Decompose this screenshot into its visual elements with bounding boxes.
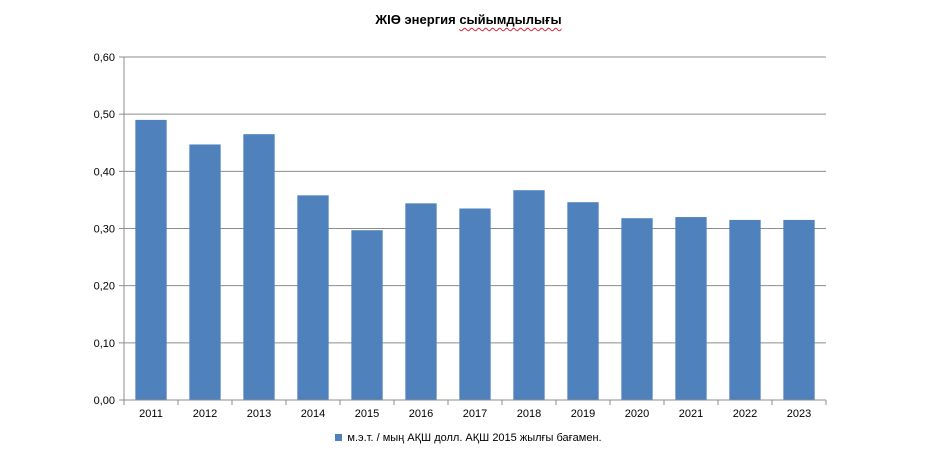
chart-title-spellcheck-word: сыйымдылығы — [459, 12, 562, 27]
y-tick-label: 0,10 — [94, 338, 115, 350]
y-axis: 0,00 0,10 0,20 0,30 0,40 0,50 0,60 — [94, 52, 125, 407]
bar — [405, 203, 437, 400]
x-tick-label: 2013 — [247, 408, 271, 420]
bar — [135, 119, 167, 400]
x-tick-label: 2011 — [139, 408, 163, 420]
x-tick-label: 2022 — [733, 408, 757, 420]
y-tick-label: 0,20 — [94, 281, 115, 293]
legend-label: м.э.т. / мың АҚШ долл. АҚШ 2015 жылғы ба… — [347, 432, 602, 444]
bar — [243, 134, 275, 401]
bar — [567, 202, 599, 400]
legend-swatch — [335, 434, 343, 441]
bar — [783, 219, 815, 400]
x-tick-label: 2016 — [409, 408, 433, 420]
chart-title: ЖІӨ энергия сыйымдылығы — [0, 12, 937, 27]
bar — [351, 230, 383, 400]
bar — [189, 144, 221, 400]
x-tick-label: 2017 — [463, 408, 487, 420]
x-axis: 2011 2012 2013 2014 2015 2016 2017 2018 2019 2020… — [123, 399, 827, 420]
bar — [513, 190, 545, 400]
x-tick-label: 2023 — [787, 408, 811, 420]
bar — [675, 217, 707, 400]
x-tick-label: 2020 — [625, 408, 649, 420]
x-tick-label: 2021 — [679, 408, 703, 420]
y-tick-label: 0,00 — [94, 395, 115, 407]
x-tick-label: 2015 — [355, 408, 379, 420]
y-tick-label: 0,40 — [94, 166, 115, 178]
bar — [621, 218, 653, 400]
x-tick-label: 2012 — [193, 408, 217, 420]
y-tick-label: 0,50 — [94, 109, 115, 121]
x-tick-label: 2014 — [301, 408, 325, 420]
x-tick-label: 2019 — [571, 408, 595, 420]
y-tick-label: 0,30 — [94, 224, 115, 236]
bars — [135, 119, 815, 401]
bar — [729, 219, 761, 400]
y-tick-label: 0,60 — [94, 52, 115, 64]
legend: м.э.т. / мың АҚШ долл. АҚШ 2015 жылғы ба… — [0, 432, 937, 444]
bar — [297, 195, 329, 400]
chart-title-text: ЖІӨ энергия — [375, 12, 456, 27]
x-tick-label: 2018 — [517, 408, 541, 420]
bar — [459, 208, 491, 400]
